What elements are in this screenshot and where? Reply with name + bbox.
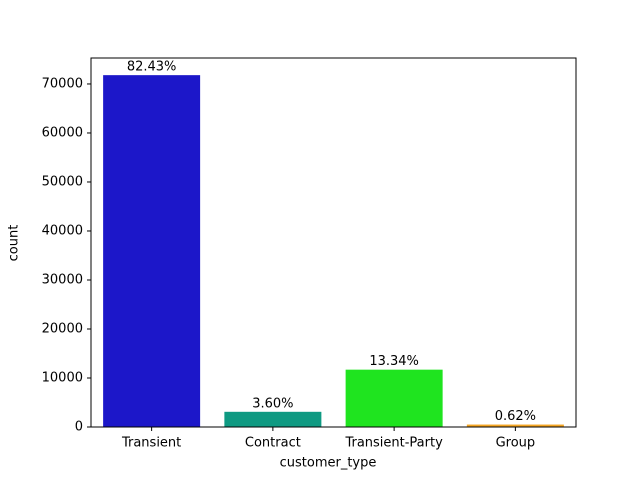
x-axis-label: customer_type: [280, 456, 377, 471]
bar: [224, 411, 322, 427]
bar: [345, 369, 443, 427]
bar: [103, 75, 201, 427]
bar-label: 82.43%: [127, 60, 177, 75]
bar: [466, 424, 564, 427]
x-tick-label: Transient: [121, 436, 181, 451]
x-tick-label: Transient-Party: [344, 436, 443, 451]
bar-label: 3.60%: [252, 396, 293, 411]
bar-label: 13.34%: [369, 354, 419, 369]
y-tick-label: 70000: [42, 76, 83, 91]
x-tick-label: Contract: [245, 436, 301, 451]
y-tick-label: 0: [75, 420, 83, 435]
y-axis-label: count: [7, 225, 22, 262]
plot-frame: [90, 57, 577, 428]
bar-label: 0.62%: [495, 409, 536, 424]
y-tick-label: 40000: [42, 223, 83, 238]
y-tick-label: 50000: [42, 174, 83, 189]
x-tick-label: Group: [496, 436, 536, 451]
y-tick-label: 30000: [42, 272, 83, 287]
y-tick-label: 60000: [42, 125, 83, 140]
y-tick-label: 20000: [42, 321, 83, 336]
y-tick-label: 10000: [42, 370, 83, 385]
